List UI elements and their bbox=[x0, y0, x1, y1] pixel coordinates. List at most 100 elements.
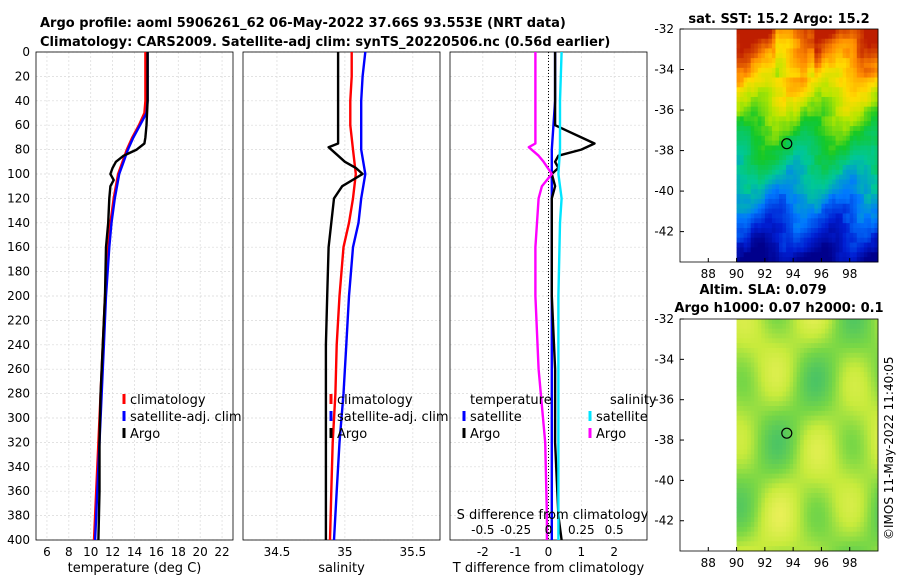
raster-cell bbox=[839, 372, 844, 378]
argo-position-marker bbox=[781, 138, 793, 150]
raster-cell bbox=[863, 493, 868, 499]
raster-cell bbox=[800, 130, 805, 137]
raster-cell bbox=[803, 323, 808, 330]
raster-cell bbox=[803, 338, 808, 344]
raster-cell bbox=[768, 507, 773, 513]
raster-cell bbox=[793, 372, 798, 378]
raster-cell bbox=[821, 77, 826, 83]
raster-cell bbox=[842, 526, 847, 533]
raster-cell bbox=[839, 343, 844, 349]
raster-cell bbox=[764, 483, 769, 489]
raster-cell bbox=[775, 367, 780, 373]
raster-cell bbox=[796, 386, 801, 392]
raster-cell bbox=[832, 444, 836, 450]
raster-cell bbox=[814, 33, 819, 40]
raster-cell bbox=[863, 223, 868, 229]
raster-cell bbox=[786, 348, 791, 354]
raster-cell bbox=[747, 82, 752, 88]
raster-cell bbox=[793, 483, 798, 489]
raster-cell bbox=[768, 396, 773, 402]
raster-cell bbox=[863, 58, 868, 64]
raster-cell bbox=[839, 522, 844, 528]
raster-cell bbox=[821, 430, 826, 436]
raster-cell bbox=[775, 213, 780, 219]
raster-cell bbox=[736, 189, 741, 195]
raster-cell bbox=[835, 410, 840, 417]
raster-cell bbox=[807, 391, 812, 397]
raster-cell bbox=[761, 43, 766, 49]
raster-cell bbox=[842, 223, 847, 229]
raster-cell bbox=[870, 72, 875, 78]
raster-cell bbox=[839, 478, 844, 484]
raster-cell bbox=[817, 464, 822, 470]
raster-cell bbox=[853, 252, 858, 258]
raster-cell bbox=[793, 410, 798, 417]
raster-cell bbox=[789, 362, 794, 368]
raster-cell bbox=[782, 135, 787, 142]
raster-cell bbox=[764, 62, 769, 69]
raster-cell bbox=[835, 449, 840, 455]
raster-cell bbox=[821, 333, 826, 339]
raster-cell bbox=[800, 29, 805, 35]
raster-cell bbox=[796, 425, 801, 431]
raster-cell bbox=[771, 106, 776, 112]
raster-cell bbox=[824, 43, 829, 49]
raster-cell bbox=[863, 208, 868, 214]
raster-cell bbox=[863, 53, 868, 59]
raster-cell bbox=[846, 478, 851, 484]
raster-cell bbox=[860, 87, 865, 93]
raster-cell bbox=[849, 449, 854, 455]
raster-cell bbox=[860, 140, 865, 146]
raster-cell bbox=[796, 179, 801, 185]
raster-cell bbox=[743, 517, 748, 523]
raster-cell bbox=[757, 372, 762, 378]
raster-cell bbox=[775, 541, 780, 547]
raster-cell bbox=[853, 391, 858, 397]
raster-cell bbox=[856, 62, 861, 69]
legend-label: climatology bbox=[130, 393, 206, 408]
raster-cell bbox=[863, 101, 868, 108]
raster-cell bbox=[793, 242, 798, 248]
raster-cell bbox=[870, 33, 875, 40]
raster-cell bbox=[842, 415, 847, 421]
raster-cell bbox=[846, 328, 851, 334]
raster-cell bbox=[800, 493, 805, 499]
raster-cell bbox=[761, 352, 766, 359]
raster-cell bbox=[810, 381, 815, 388]
raster-cell bbox=[867, 67, 872, 74]
raster-cell bbox=[764, 348, 769, 354]
raster-cell bbox=[842, 348, 847, 354]
raster-cell bbox=[832, 531, 836, 537]
raster-cell bbox=[846, 33, 851, 40]
raster-cell bbox=[782, 497, 787, 504]
raster-cell bbox=[870, 439, 875, 446]
raster-cell bbox=[817, 126, 822, 132]
raster-cell bbox=[779, 522, 783, 528]
raster-cell bbox=[796, 53, 801, 59]
raster-cell bbox=[828, 48, 833, 54]
raster-cell bbox=[786, 478, 791, 484]
raster-cell bbox=[786, 483, 791, 489]
raster-cell bbox=[821, 92, 826, 98]
raster-cell bbox=[793, 473, 798, 479]
raster-cell bbox=[764, 198, 769, 205]
raster-cell bbox=[867, 522, 872, 528]
raster-cell bbox=[803, 96, 808, 103]
raster-cell bbox=[754, 77, 759, 83]
raster-cell bbox=[839, 502, 844, 508]
raster-cell bbox=[874, 43, 879, 49]
raster-cell bbox=[807, 242, 812, 248]
raster-cell bbox=[803, 237, 808, 243]
raster-cell bbox=[821, 352, 826, 359]
raster-cell bbox=[842, 38, 847, 44]
raster-cell bbox=[832, 228, 836, 234]
raster-cell bbox=[828, 488, 833, 494]
raster-cell bbox=[771, 468, 776, 475]
raster-cell bbox=[764, 381, 769, 388]
raster-cell bbox=[750, 145, 755, 151]
raster-cell bbox=[856, 444, 861, 450]
raster-cell bbox=[768, 338, 773, 344]
raster-cell bbox=[747, 507, 752, 513]
raster-cell bbox=[821, 502, 826, 508]
raster-cell bbox=[821, 517, 826, 523]
